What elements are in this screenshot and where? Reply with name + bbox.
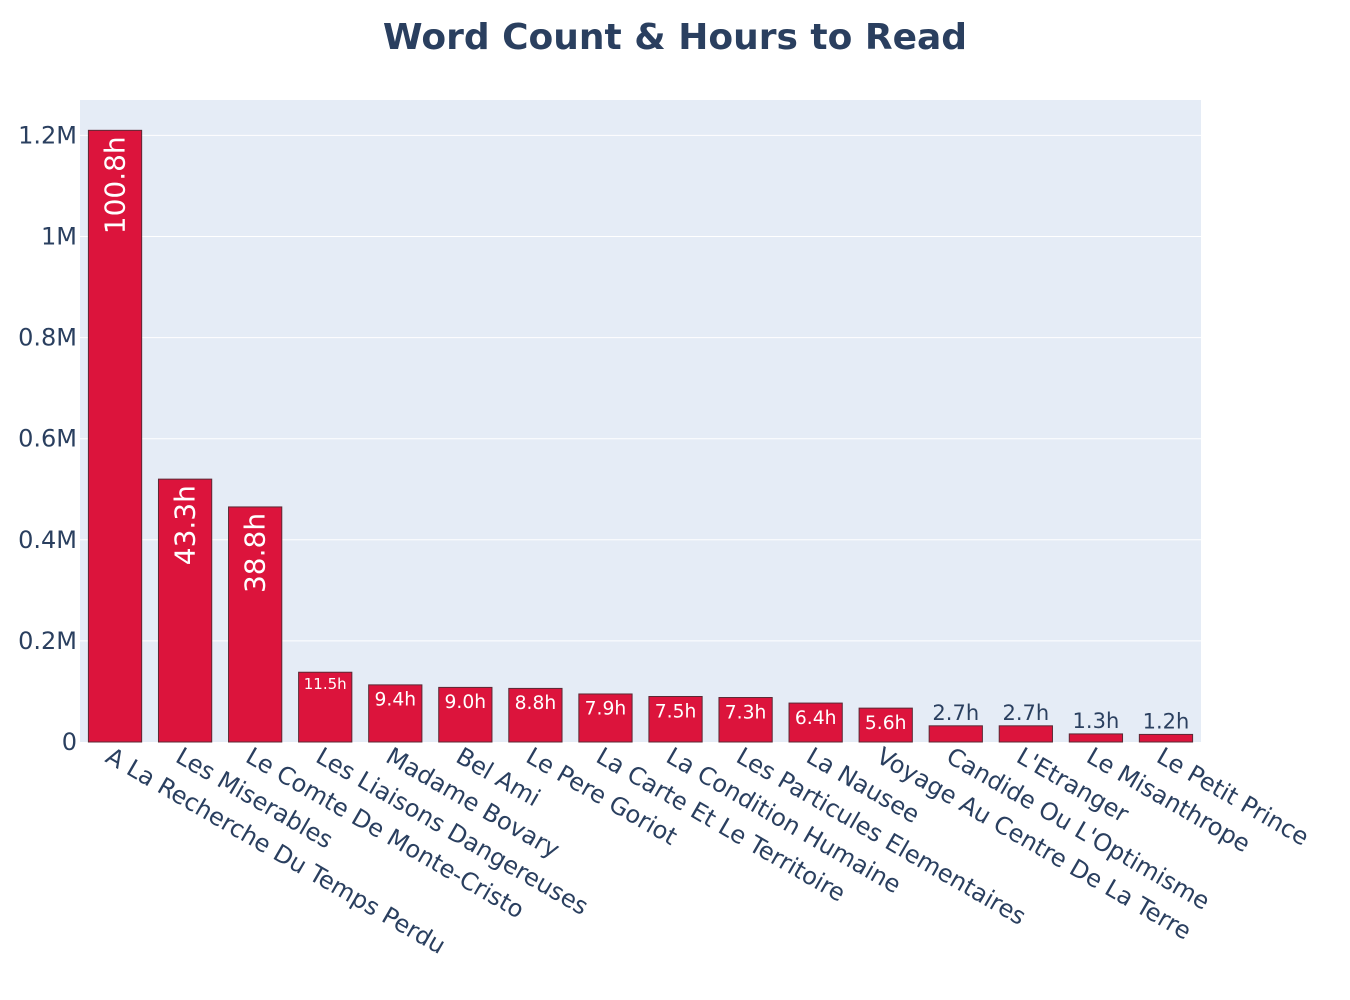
bar-value-label: 43.3h xyxy=(169,485,202,565)
bar xyxy=(508,687,563,743)
bar xyxy=(718,697,773,743)
bar xyxy=(1068,733,1124,743)
bar xyxy=(298,671,353,743)
bar-value-label: 38.8h xyxy=(239,513,272,593)
chart-title: Word Count & Hours to Read xyxy=(383,17,967,58)
bar xyxy=(928,725,983,743)
bar-value-label: 11.5h xyxy=(304,675,347,693)
bar xyxy=(578,693,633,743)
y-tick-label: 0.6M xyxy=(18,425,77,453)
bar-value-label: 7.9h xyxy=(585,699,627,720)
bar xyxy=(157,478,213,743)
bar-value-label: 1.3h xyxy=(1073,709,1120,733)
bar xyxy=(858,707,913,743)
bar-value-label: 9.4h xyxy=(374,690,416,711)
bars xyxy=(87,129,1194,743)
bar-value-label: 2.7h xyxy=(932,701,979,725)
bar-data-labels: 100.8h 43.3h 38.8h 11.5h 9.4h 9.0h 8.8h 7.9h 7.5… xyxy=(99,136,1190,734)
bar xyxy=(998,725,1053,743)
bar xyxy=(368,684,423,743)
y-tick-label: 0.2M xyxy=(18,627,77,655)
bar-value-label: 100.8h xyxy=(99,136,132,234)
bar-value-label: 9.0h xyxy=(445,692,487,713)
bar-value-label: 7.5h xyxy=(655,701,697,722)
y-tick-label: 0.4M xyxy=(18,526,77,554)
bar xyxy=(648,696,703,743)
bar-value-label: 8.8h xyxy=(515,693,557,714)
bar xyxy=(438,686,493,743)
bar xyxy=(1138,733,1194,743)
y-tick-label: 1M xyxy=(41,222,77,250)
y-tick-label: 0 xyxy=(62,728,77,756)
bar-value-label: 5.6h xyxy=(865,713,907,734)
y-tick-label: 0.8M xyxy=(18,324,77,352)
y-axis-ticks: 0 0.2M 0.4M 0.6M 0.8M 1M 1.2M xyxy=(18,121,77,756)
bar-value-label: 2.7h xyxy=(1002,701,1049,725)
bar xyxy=(87,129,143,743)
bar xyxy=(788,702,843,743)
bar-value-label: 7.3h xyxy=(725,702,767,723)
bar xyxy=(228,506,283,743)
bar-value-label: 6.4h xyxy=(795,708,837,729)
y-tick-label: 1.2M xyxy=(18,121,77,149)
bar-value-label: 1.2h xyxy=(1143,709,1190,733)
